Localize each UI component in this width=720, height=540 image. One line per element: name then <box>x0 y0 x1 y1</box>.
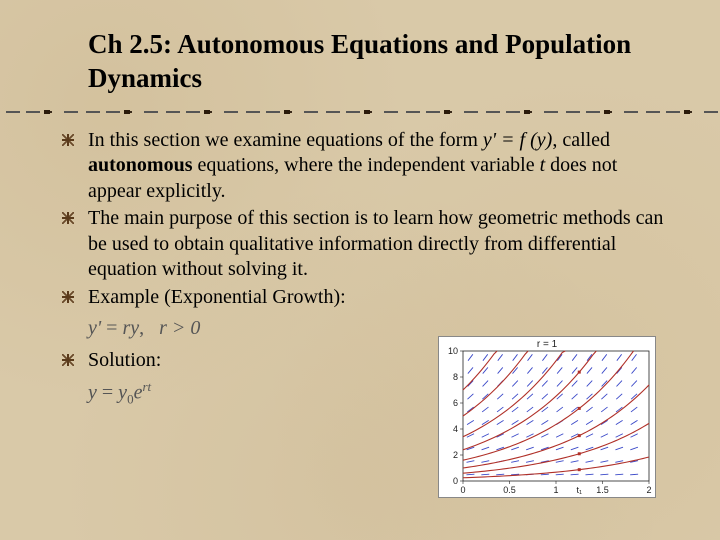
svg-text:1: 1 <box>553 485 558 495</box>
inline-equation: y' = f (y) <box>483 129 552 151</box>
svg-text:t₁: t₁ <box>576 485 582 495</box>
svg-text:10: 10 <box>448 346 458 356</box>
svg-text:2: 2 <box>646 485 651 495</box>
direction-field-chart: r = 1 0 0.5 1 1.5 2 0 2 4 6 8 10 t₁ <box>438 336 656 498</box>
svg-text:0.5: 0.5 <box>503 485 516 495</box>
svg-text:2: 2 <box>453 450 458 460</box>
svg-text:1.5: 1.5 <box>596 485 609 495</box>
text: , called <box>552 129 610 151</box>
text: equations, where the independent variabl… <box>192 154 539 176</box>
bullet-purpose: The main purpose of this section is to l… <box>88 206 672 283</box>
svg-text:4: 4 <box>453 424 458 434</box>
page-title: Ch 2.5: Autonomous Equations and Populat… <box>88 28 672 96</box>
term-autonomous: autonomous <box>88 154 192 176</box>
svg-text:6: 6 <box>453 398 458 408</box>
section-divider <box>0 110 720 114</box>
svg-text:8: 8 <box>453 372 458 382</box>
bullet-intro: In this section we examine equations of … <box>88 128 672 205</box>
bullet-example: Example (Exponential Growth): <box>88 285 672 311</box>
svg-text:r = 1: r = 1 <box>537 339 558 350</box>
text: In this section we examine equations of … <box>88 129 483 151</box>
svg-text:0: 0 <box>453 476 458 486</box>
svg-text:0: 0 <box>460 485 465 495</box>
bullet-list: In this section we examine equations of … <box>48 128 672 311</box>
